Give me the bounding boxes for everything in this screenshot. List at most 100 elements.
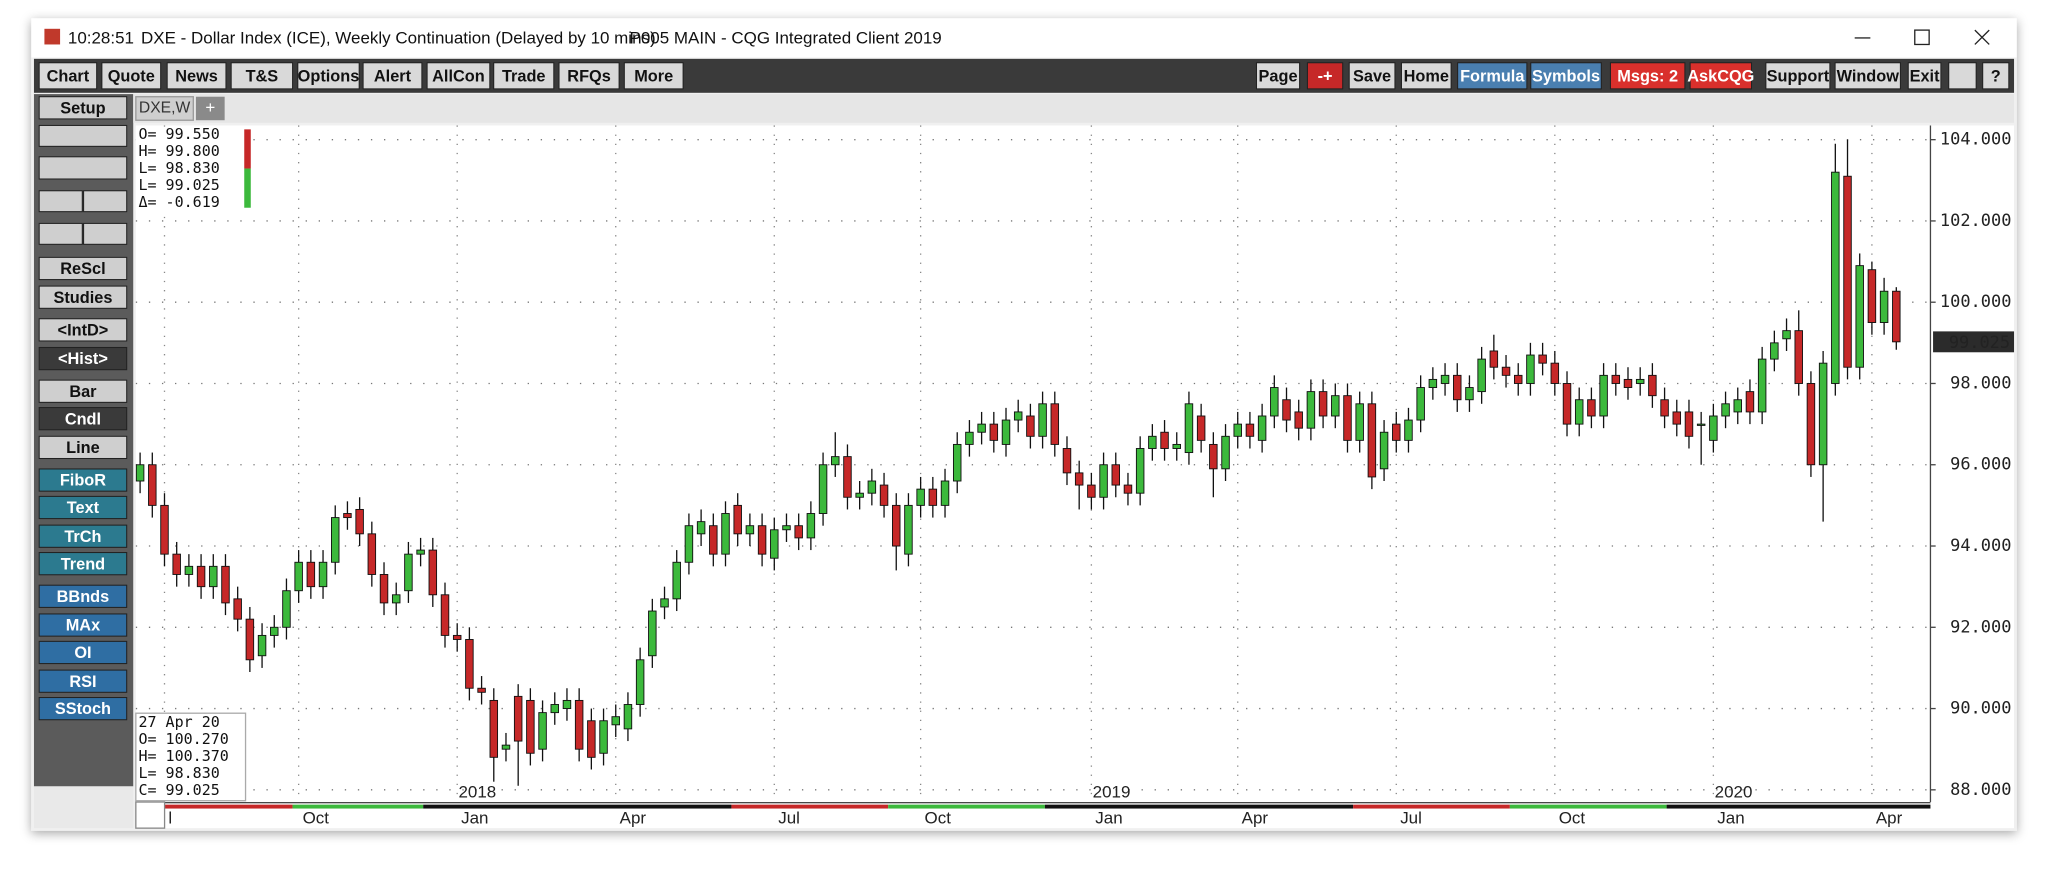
- candle-body: [233, 598, 242, 620]
- candle-body: [635, 659, 645, 705]
- sidebar-button[interactable]: [38, 285, 128, 309]
- candle-body: [1062, 448, 1072, 474]
- toolbar-button[interactable]: [1689, 62, 1753, 90]
- candle-body: [1160, 431, 1169, 449]
- icon-button[interactable]: [38, 190, 83, 213]
- toolbar-button[interactable]: [558, 62, 620, 90]
- candle-body: [1623, 378, 1633, 389]
- tab-bar: [133, 94, 2015, 123]
- sidebar-button[interactable]: [38, 435, 128, 460]
- toolbar-button[interactable]: [1609, 62, 1686, 90]
- x-tick-label: Jul: [778, 808, 800, 827]
- year-label: 2020: [1715, 782, 1753, 801]
- info-top-line: O= 99.550: [138, 125, 219, 143]
- candle-body: [965, 431, 974, 445]
- window-client: P005 MAIN - CQG Integrated Client 2019: [630, 29, 942, 48]
- tab-add[interactable]: [195, 96, 225, 121]
- y-tick-label: 90.000: [1950, 699, 2011, 719]
- candle-body: [1489, 350, 1499, 368]
- sidebar-button[interactable]: [38, 256, 128, 281]
- candle-body: [1172, 443, 1181, 449]
- symbol-button[interactable]: [38, 156, 128, 180]
- restore-button[interactable]: [1948, 62, 1977, 90]
- scroll-box[interactable]: [135, 801, 166, 829]
- toolbar-button[interactable]: [623, 62, 684, 90]
- toolbar-button[interactable]: [230, 62, 294, 90]
- icon-button[interactable]: [38, 222, 83, 245]
- maximize[interactable]: [1914, 29, 1930, 46]
- candle-body: [928, 488, 938, 506]
- tab-add-label: +: [205, 98, 215, 117]
- toolbar-button[interactable]: [1457, 62, 1528, 90]
- candle-body: [1635, 378, 1645, 384]
- toolbar-button[interactable]: [1306, 62, 1344, 90]
- close[interactable]: [1974, 29, 1990, 45]
- sidebar-button[interactable]: [38, 524, 128, 548]
- candle-body: [550, 704, 560, 714]
- toolbar-button-label: Window: [1837, 67, 1900, 85]
- toolbar-button[interactable]: [1834, 62, 1901, 90]
- sidebar-button[interactable]: [38, 379, 128, 403]
- candle-body: [1050, 403, 1060, 445]
- toolbar-button[interactable]: [1348, 62, 1396, 90]
- candle-body: [1282, 399, 1291, 421]
- plot-area: [135, 125, 1931, 803]
- toolbar-button-label: RFQs: [567, 67, 611, 85]
- toolbar-button[interactable]: [1530, 62, 1602, 90]
- toolbar-button-label: Msgs: 2: [1617, 67, 1678, 85]
- candle-body: [1404, 419, 1413, 441]
- candle-body: [1148, 435, 1157, 449]
- toolbar-button[interactable]: [101, 62, 162, 90]
- toolbar-button[interactable]: [1907, 62, 1942, 90]
- toolbar-button[interactable]: [362, 62, 423, 90]
- last-price-box: [1933, 331, 2015, 353]
- toolbar-button[interactable]: [1765, 62, 1831, 90]
- year-label: 2019: [1093, 782, 1131, 801]
- sidebar-button[interactable]: [38, 318, 128, 342]
- toolbar-button[interactable]: [1982, 62, 2010, 90]
- toolbar-button[interactable]: [426, 62, 491, 90]
- candle-body: [1099, 464, 1108, 498]
- x-tick-label: Jan: [461, 808, 488, 827]
- window-title: DXE - Dollar Index (ICE), Weekly Continu…: [141, 29, 656, 48]
- icon-button[interactable]: [83, 190, 128, 213]
- sidebar-button[interactable]: [38, 697, 128, 721]
- x-tick-label: Jan: [1717, 808, 1744, 827]
- sidebar-button[interactable]: [38, 468, 128, 492]
- sidebar-button[interactable]: [38, 495, 128, 520]
- sidebar-button[interactable]: [38, 552, 128, 576]
- sidebar-button[interactable]: [38, 640, 128, 665]
- toolbar-button[interactable]: [297, 62, 360, 90]
- sidebar-button[interactable]: [38, 96, 128, 120]
- toolbar-button-label: More: [634, 67, 673, 85]
- candle-body: [355, 508, 364, 535]
- toolbar-button[interactable]: [1255, 62, 1301, 90]
- sidebar-button[interactable]: [38, 669, 128, 693]
- candle-body: [574, 699, 584, 750]
- tab[interactable]: [135, 96, 194, 121]
- candle-body: [952, 443, 962, 482]
- candle-body: [1501, 366, 1511, 376]
- candle-body: [379, 574, 389, 604]
- toolbar-button[interactable]: [38, 62, 98, 90]
- plot-layer: 88.000 90.000 92.000 94.000 96.000 98.000 100.…: [135, 125, 2015, 827]
- toolbar-button[interactable]: [1400, 62, 1452, 90]
- candle-body: [1770, 342, 1779, 360]
- sidebar-button[interactable]: [38, 584, 128, 608]
- candle-body: [1757, 358, 1767, 413]
- icon-button[interactable]: [83, 222, 128, 245]
- print-button[interactable]: [38, 124, 128, 147]
- toolbar-button[interactable]: [166, 62, 227, 90]
- candle-body: [1087, 484, 1096, 498]
- candle-body: [1001, 419, 1011, 445]
- candle-body: [770, 529, 779, 559]
- candle-body: [526, 699, 535, 754]
- toolbar-button-label: Save: [1353, 67, 1391, 85]
- candle-body: [1660, 399, 1669, 417]
- toolbar-button-label: Symbols: [1532, 67, 1600, 85]
- toolbar-button[interactable]: [493, 62, 555, 90]
- sidebar-button[interactable]: [38, 346, 128, 371]
- sidebar-button[interactable]: [38, 613, 128, 637]
- sidebar-button[interactable]: [38, 407, 128, 431]
- toolbar-button-label: Support: [1767, 67, 1830, 85]
